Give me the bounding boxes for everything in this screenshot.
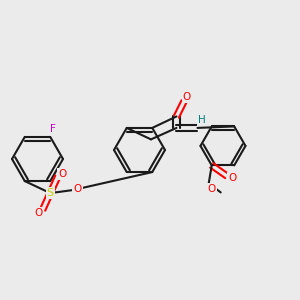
Text: O: O [58,169,66,178]
Text: O: O [208,184,216,194]
Text: S: S [47,188,54,198]
Text: F: F [50,124,56,134]
Text: O: O [74,184,82,194]
Text: O: O [183,92,191,102]
Text: H: H [198,116,206,125]
Text: O: O [228,173,236,183]
Text: O: O [34,208,42,218]
